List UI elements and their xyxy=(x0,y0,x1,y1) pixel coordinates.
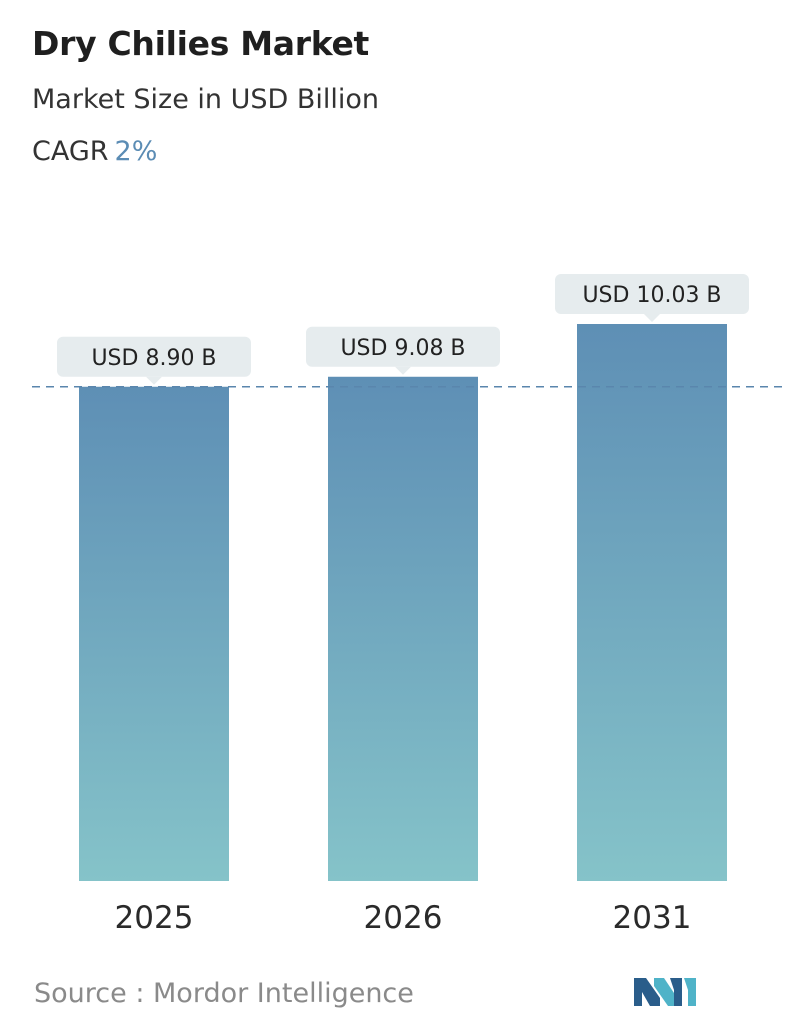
data-label-2031: USD 10.03 B xyxy=(555,274,749,322)
data-label-text: USD 10.03 B xyxy=(582,283,721,308)
bar-chart: USD 8.90 B USD 9.08 B USD 10.03 B 2025 2026… xyxy=(32,274,782,936)
source-name: Mordor Intelligence xyxy=(153,978,414,1009)
cagr-line: CAGR 2% xyxy=(32,136,157,167)
chart-title: Dry Chilies Market xyxy=(32,24,370,63)
x-tick-2026: 2026 xyxy=(364,900,443,936)
bar-2026 xyxy=(328,376,478,881)
bar-2025 xyxy=(79,386,229,881)
x-tick-2025: 2025 xyxy=(115,900,194,936)
mordor-intelligence-logo-icon xyxy=(634,978,696,1006)
chart-subtitle: Market Size in USD Billion xyxy=(32,84,380,115)
bar-2031 xyxy=(577,324,727,881)
cagr-label: CAGR xyxy=(32,136,109,167)
data-label-2025: USD 8.90 B xyxy=(57,336,251,385)
data-label-text: USD 8.90 B xyxy=(91,346,216,371)
source-label: Source : xyxy=(34,978,145,1009)
cagr-value: 2% xyxy=(114,136,158,167)
source-note: Source : Mordor Intelligence xyxy=(34,978,414,1009)
data-label-text: USD 9.08 B xyxy=(340,336,465,361)
data-label-2026: USD 9.08 B xyxy=(306,326,500,375)
x-tick-2031: 2031 xyxy=(613,900,692,936)
